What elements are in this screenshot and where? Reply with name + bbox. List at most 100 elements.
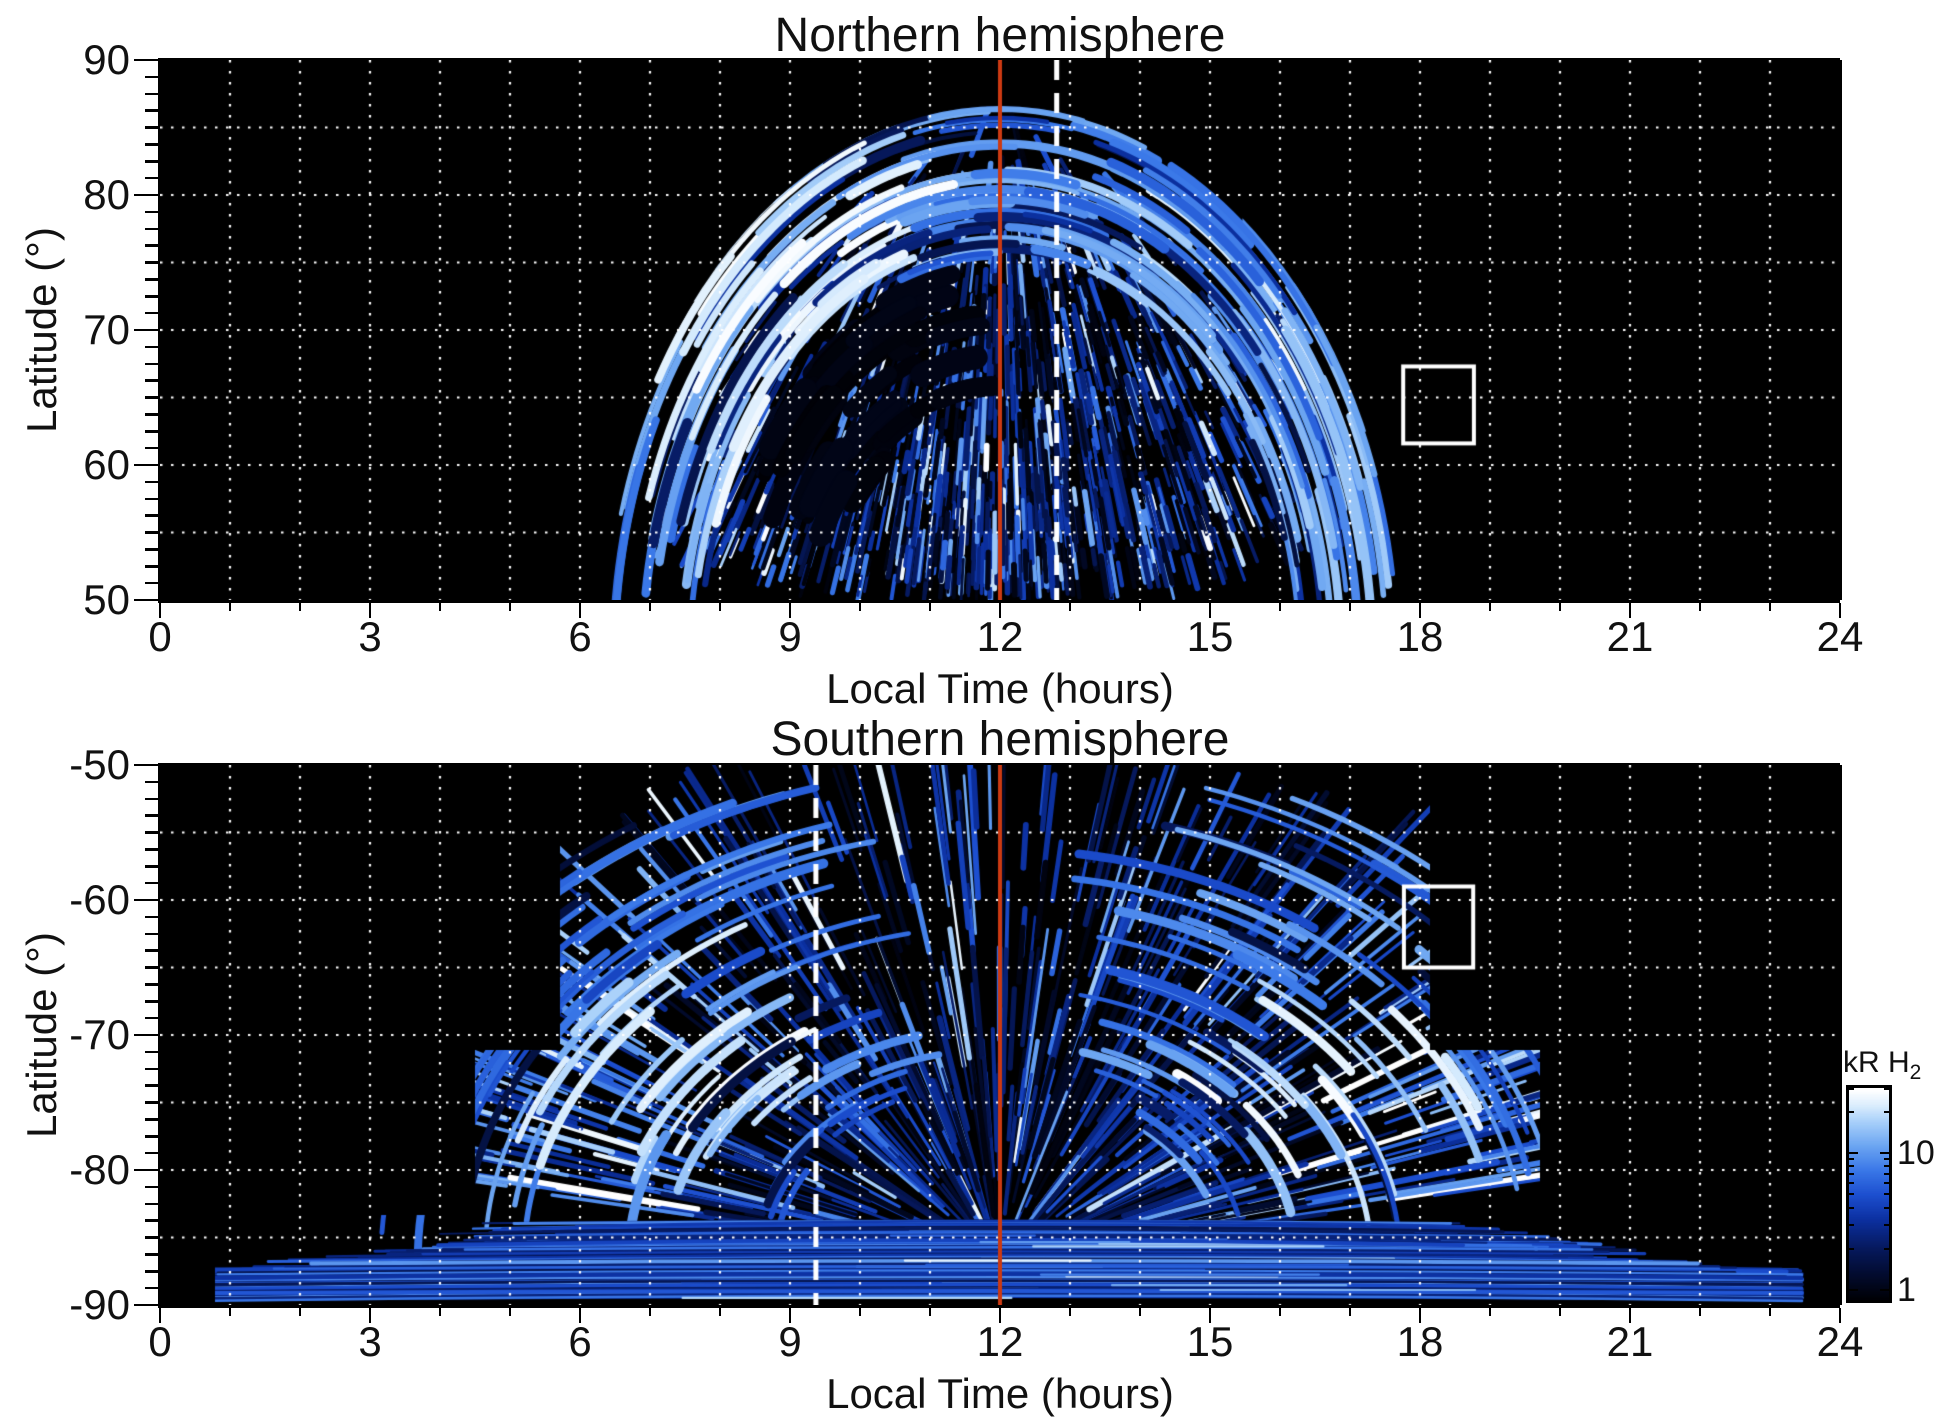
north-x-tick [508,602,512,611]
north-y-tick [144,480,158,484]
north-x-tick [1068,602,1072,611]
north-x-axis-title: Local Time (hours) [826,665,1174,712]
south-x-tick [1208,1307,1212,1323]
north-y-tick [144,446,158,450]
south-y-tick [144,797,158,801]
north-y-tick-label: 80 [83,171,130,218]
north-y-tick [144,396,158,399]
south-x-tick [438,1307,442,1316]
south-y-tick [144,966,158,969]
north-y-tick-label: 60 [83,441,130,488]
south-right-spine [1840,765,1842,1305]
north-x-tick [1488,602,1492,611]
north-x-tick [1208,602,1212,618]
colorbar-title-sub: 2 [1909,1061,1922,1084]
south-x-tick [648,1307,652,1316]
north-y-tick [144,514,158,517]
south-x-tick [298,1307,302,1316]
north-y-tick [144,278,158,281]
south-x-tick [858,1307,862,1316]
north-x-tick [718,602,722,611]
colorbar-tick [1849,1088,1854,1090]
north-y-tick [144,176,158,180]
north-x-tick-label: 0 [148,613,172,660]
colorbar-tick [1884,1110,1889,1113]
southern-hemisphere-heatmap [160,765,1840,1305]
south-x-tick-label: 0 [148,1318,172,1365]
north-left-spine [157,60,160,600]
northern-hemisphere-heatmap [160,60,1840,600]
south-y-tick [144,1151,158,1155]
north-y-tick [144,143,158,146]
south-x-tick [718,1307,722,1316]
north-x-tick [998,602,1002,618]
south-y-tick [133,1168,158,1172]
colorbar-border [1846,1085,1892,1303]
south-x-tick-label: 3 [358,1318,382,1365]
south-y-tick-label: -90 [69,1281,130,1328]
south-y-tick [144,848,158,851]
north-x-tick-label: 24 [1816,613,1864,660]
colorbar-tick [1849,1182,1854,1185]
south-y-tick-label: -80 [69,1146,130,1193]
north-x-tick [1418,602,1422,618]
colorbar-tick [1884,1158,1889,1161]
south-y-tick [144,915,158,919]
south-x-tick [788,1307,792,1323]
south-x-tick [1768,1307,1772,1316]
north-right-spine [1840,60,1842,600]
south-x-tick-label: 21 [1606,1318,1654,1365]
south-top-spine [157,763,1840,765]
north-x-tick [228,602,232,611]
north-y-tick [133,58,158,62]
south-y-tick [133,898,158,902]
south-y-tick [144,1135,158,1138]
colorbar-gradient [1849,1088,1889,1300]
north-y-tick [144,227,158,231]
south-y-tick [144,831,158,834]
north-x-tick [158,602,162,618]
south-x-tick [1698,1307,1702,1316]
north-x-tick [1698,602,1702,611]
south-x-tick [578,1307,582,1323]
south-y-tick [144,1286,158,1290]
south-y-tick [144,865,158,868]
south-x-tick [1838,1307,1842,1323]
north-y-tick [144,109,158,112]
colorbar-tick [1884,1247,1889,1250]
colorbar-tick [1884,1223,1889,1226]
south-y-tick [144,949,158,952]
colorbar-tick [1884,1182,1889,1185]
south-x-tick [1418,1307,1422,1323]
colorbar-tick [1849,1223,1854,1226]
north-x-tick-label: 9 [778,613,802,660]
north-x-tick-label: 12 [976,613,1024,660]
south-left-spine [157,765,160,1305]
colorbar-tick [1849,1152,1858,1154]
colorbar-title: kR H2 [1843,1048,1921,1088]
colorbar-tick [1884,1173,1889,1176]
north-y-tick [144,345,158,349]
south-x-tick [1348,1307,1352,1316]
north-y-tick [144,160,158,163]
north-y-tick [144,430,158,433]
north-x-tick-label: 3 [358,613,382,660]
south-y-tick-label: -50 [69,741,130,788]
north-y-tick [144,581,158,585]
south-x-tick [1628,1307,1632,1323]
north-x-tick [1278,602,1282,611]
colorbar-tick [1849,1247,1854,1250]
north-y-tick [144,311,158,315]
north-x-tick [1838,602,1842,618]
north-x-tick-label: 15 [1186,613,1234,660]
south-y-tick [144,1016,158,1020]
south-x-tick [1138,1307,1142,1316]
north-x-tick [1628,602,1632,618]
north-x-tick [648,602,652,611]
south-y-tick [144,1236,158,1239]
south-panel-title: Southern hemisphere [770,713,1230,766]
south-y-tick-label: -70 [69,1011,130,1058]
south-x-tick-label: 9 [778,1318,802,1365]
south-y-tick [144,1202,158,1206]
north-y-tick [144,75,158,79]
